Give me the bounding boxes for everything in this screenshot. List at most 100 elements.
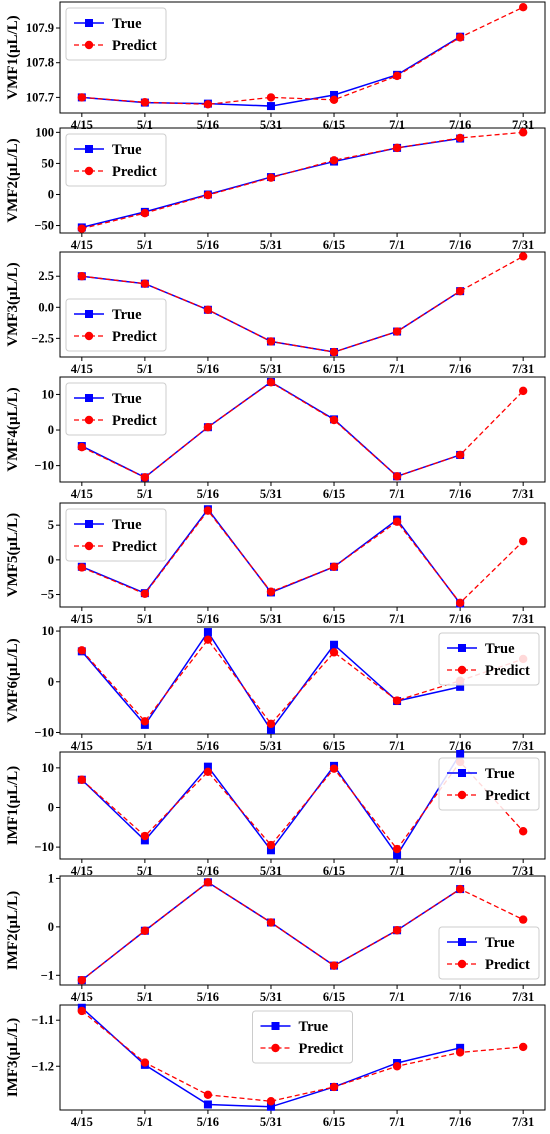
legend-predict-label: Predict — [112, 413, 157, 429]
x-tick: 4/15 — [71, 238, 93, 252]
y-tick-label: 0 — [48, 423, 54, 437]
y-tick-label: 100 — [35, 125, 54, 139]
plot-frame — [59, 376, 546, 483]
x-tick-label: 6/15 — [323, 238, 345, 252]
series-line-true — [81, 630, 461, 732]
true-point-6/15 — [330, 640, 339, 649]
x-tick: 4/15 — [71, 1115, 93, 1129]
x-tick: 4/15 — [71, 864, 93, 878]
x-tick: 6/15 — [323, 612, 345, 626]
legend-predict-label: Predict — [485, 663, 530, 679]
legend-true-label: True — [112, 517, 142, 533]
legend-predict-marker — [84, 166, 94, 176]
x-tick: 7/1 — [389, 1115, 405, 1129]
predict-point-7/16 — [455, 33, 465, 42]
plot-frame — [59, 751, 546, 860]
predict-point-4/15 — [77, 93, 87, 102]
x-tick-label: 7/1 — [389, 612, 405, 626]
x-tick-label: 4/15 — [71, 1115, 93, 1129]
predict-point-5/1 — [140, 473, 150, 482]
legend-true-label: True — [485, 935, 515, 951]
x-tick-label: 5/1 — [137, 864, 153, 878]
true-point-5/31 — [266, 846, 275, 855]
y-tick: −1.2 — [31, 1059, 54, 1073]
x-tick: 7/31 — [512, 612, 534, 626]
panel-7: 4/15 5/1 5/16 5/31 6/15 7/1 7/16 7/31 −10 0 10 IMF1… — [5, 749, 546, 878]
x-tick: 7/31 — [512, 238, 534, 252]
y-tick: 10 — [42, 387, 55, 401]
predict-point-5/31 — [266, 173, 276, 182]
predict-point-5/16 — [203, 506, 213, 515]
x-tick-label: 5/31 — [260, 739, 282, 753]
legend-true-marker — [85, 394, 93, 402]
legend-predict-marker — [84, 331, 94, 341]
predict-point-5/16 — [203, 635, 213, 644]
predict-point-5/16 — [203, 878, 213, 887]
series-line-true — [81, 881, 461, 981]
plot-frame — [59, 251, 546, 358]
y-axis-label: VMF5(μL/L) — [5, 513, 21, 597]
y-tick-label: −10 — [34, 840, 54, 854]
x-tick-label: 5/31 — [260, 487, 282, 501]
true-point-5/16 — [203, 762, 212, 771]
x-tick-label: 7/31 — [512, 487, 534, 501]
panel-2: 4/15 5/1 5/16 5/31 6/15 7/1 7/16 7/31 −50 0 50 100 V… — [5, 125, 546, 252]
y-tick: 10 — [42, 761, 55, 775]
predict-point-7/31 — [518, 386, 528, 396]
x-tick: 5/31 — [260, 612, 282, 626]
series-line-predict — [81, 638, 524, 725]
predict-point-7/31 — [518, 827, 528, 836]
legend-predict-marker — [84, 541, 94, 551]
y-tick: −1 — [41, 968, 54, 982]
panel-5: 4/15 5/1 5/16 5/31 6/15 7/1 7/16 7/31 −5 0 5 VMF5(μ… — [5, 502, 546, 626]
x-tick: 4/15 — [71, 118, 93, 132]
legend-true-label: True — [112, 391, 142, 407]
x-tick: 7/31 — [512, 1115, 534, 1129]
y-tick: −10 — [34, 459, 54, 473]
predict-point-7/16 — [455, 884, 465, 894]
predict-point-7/1 — [392, 327, 402, 336]
x-tick: 5/16 — [197, 739, 219, 753]
y-tick-label: 2.5 — [38, 269, 54, 283]
predict-point-5/31 — [266, 840, 276, 850]
x-tick: 5/1 — [137, 612, 153, 626]
x-tick: 7/16 — [449, 990, 471, 1004]
x-tick-label: 7/31 — [512, 238, 534, 252]
y-tick-label: −1 — [41, 968, 54, 982]
x-tick-label: 4/15 — [71, 238, 93, 252]
plot-frame — [59, 1004, 546, 1111]
x-tick-label: 7/1 — [389, 118, 405, 132]
x-tick-label: 7/1 — [389, 238, 405, 252]
x-tick: 6/15 — [323, 118, 345, 132]
x-tick: 5/31 — [260, 990, 282, 1004]
y-axis-label: VMF6(μL/L) — [5, 638, 21, 722]
y-tick: 0 — [48, 187, 54, 201]
y-tick: 10 — [42, 624, 55, 638]
legend-true-label: True — [112, 16, 142, 32]
x-tick: 5/1 — [137, 362, 153, 376]
y-tick-label: 5 — [48, 518, 54, 532]
y-axis-label: VMF1(μL/L) — [5, 15, 21, 99]
legend-predict-marker — [271, 1043, 280, 1053]
legend-predict-label: Predict — [112, 164, 157, 180]
x-tick-label: 5/31 — [260, 612, 282, 626]
x-tick-label: 5/31 — [260, 362, 282, 376]
x-tick: 7/16 — [449, 864, 471, 878]
y-tick-label: −10 — [34, 459, 54, 473]
x-tick-label: 7/31 — [512, 739, 534, 753]
predict-point-7/1 — [392, 517, 402, 526]
y-axis-label: IMF1(μL/L) — [5, 766, 21, 845]
true-point-5/16 — [203, 1100, 212, 1109]
x-tick-label: 6/15 — [323, 487, 345, 501]
predict-point-7/1 — [392, 472, 402, 481]
y-tick-label: 0 — [48, 920, 54, 934]
predict-point-7/31 — [518, 915, 528, 924]
predict-point-5/31 — [266, 337, 276, 346]
predict-point-7/31 — [518, 3, 528, 12]
predict-point-5/31 — [266, 918, 276, 927]
predict-point-7/31 — [518, 252, 528, 261]
x-tick: 6/15 — [323, 990, 345, 1004]
y-axis-label: VMF3(μL/L) — [5, 262, 21, 346]
y-tick-label: −1.2 — [31, 1059, 54, 1073]
